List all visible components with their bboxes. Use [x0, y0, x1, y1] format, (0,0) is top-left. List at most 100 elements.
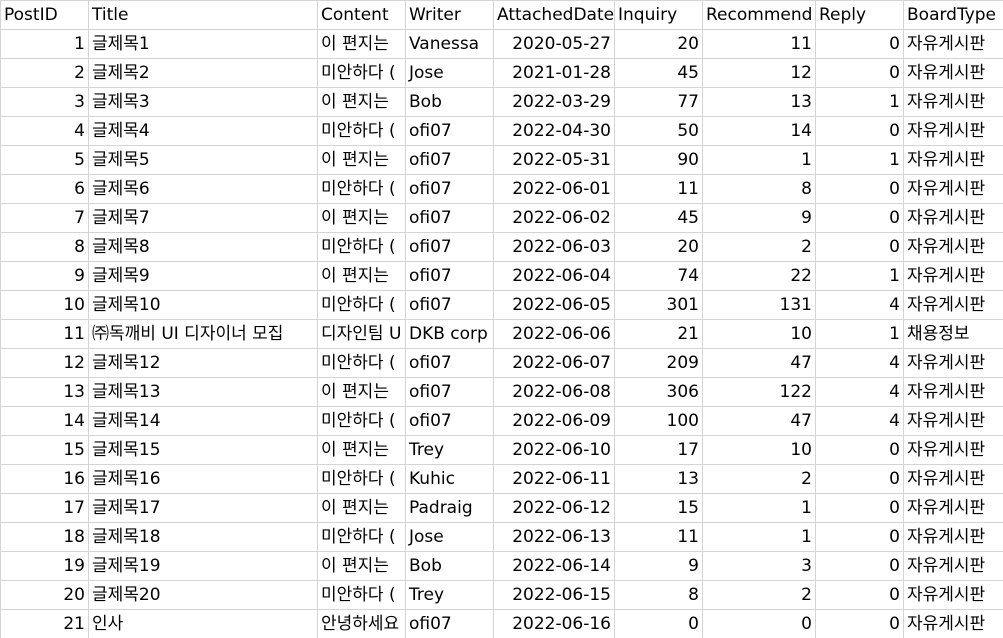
- cell-writer[interactable]: Bob: [405, 551, 494, 581]
- cell-attached-date[interactable]: 2022-06-09: [493, 406, 615, 436]
- cell-content[interactable]: 이 편지는: [317, 435, 406, 465]
- cell-title[interactable]: ㈜독깨비 UI 디자이너 모집: [88, 319, 318, 349]
- cell-reply[interactable]: 0: [815, 464, 904, 494]
- cell-reply[interactable]: 4: [815, 348, 904, 378]
- cell-postid[interactable]: 21: [0, 609, 89, 638]
- cell-attached-date[interactable]: 2022-06-13: [493, 522, 615, 552]
- cell-recommend[interactable]: 122: [702, 377, 816, 407]
- cell-content[interactable]: 이 편지는: [317, 145, 406, 175]
- cell-reply[interactable]: 0: [815, 29, 904, 59]
- cell-inquiry[interactable]: 21: [614, 319, 703, 349]
- cell-writer[interactable]: Vanessa: [405, 29, 494, 59]
- cell-recommend[interactable]: 13: [702, 87, 816, 117]
- cell-recommend[interactable]: 47: [702, 406, 816, 436]
- cell-recommend[interactable]: 14: [702, 116, 816, 146]
- cell-content[interactable]: 이 편지는: [317, 261, 406, 291]
- cell-writer[interactable]: ofi07: [405, 174, 494, 204]
- column-header-writer[interactable]: Writer: [405, 0, 494, 30]
- cell-board-type[interactable]: 자유게시판: [903, 261, 1003, 291]
- cell-attached-date[interactable]: 2022-06-08: [493, 377, 615, 407]
- cell-board-type[interactable]: 자유게시판: [903, 87, 1003, 117]
- cell-attached-date[interactable]: 2022-04-30: [493, 116, 615, 146]
- cell-reply[interactable]: 0: [815, 435, 904, 465]
- cell-writer[interactable]: Jose: [405, 58, 494, 88]
- cell-title[interactable]: 글제목2: [88, 58, 318, 88]
- column-header-inquiry[interactable]: Inquiry: [614, 0, 703, 30]
- cell-postid[interactable]: 5: [0, 145, 89, 175]
- cell-inquiry[interactable]: 9: [614, 551, 703, 581]
- cell-reply[interactable]: 0: [815, 609, 904, 638]
- cell-writer[interactable]: ofi07: [405, 145, 494, 175]
- cell-recommend[interactable]: 2: [702, 580, 816, 610]
- cell-writer[interactable]: ofi07: [405, 609, 494, 638]
- cell-recommend[interactable]: 9: [702, 203, 816, 233]
- cell-reply[interactable]: 0: [815, 551, 904, 581]
- cell-postid[interactable]: 4: [0, 116, 89, 146]
- cell-content[interactable]: 이 편지는: [317, 87, 406, 117]
- column-header-title[interactable]: Title: [88, 0, 318, 30]
- column-header-board-type[interactable]: BoardType: [903, 0, 1003, 30]
- cell-reply[interactable]: 4: [815, 377, 904, 407]
- column-header-postid[interactable]: PostID: [0, 0, 89, 30]
- cell-recommend[interactable]: 1: [702, 493, 816, 523]
- cell-recommend[interactable]: 2: [702, 232, 816, 262]
- cell-reply[interactable]: 0: [815, 116, 904, 146]
- cell-content[interactable]: 이 편지는: [317, 29, 406, 59]
- cell-content[interactable]: 미안하다 (: [317, 232, 406, 262]
- cell-writer[interactable]: ofi07: [405, 377, 494, 407]
- cell-writer[interactable]: ofi07: [405, 232, 494, 262]
- cell-recommend[interactable]: 12: [702, 58, 816, 88]
- cell-writer[interactable]: Trey: [405, 580, 494, 610]
- cell-board-type[interactable]: 자유게시판: [903, 232, 1003, 262]
- cell-recommend[interactable]: 10: [702, 319, 816, 349]
- cell-board-type[interactable]: 자유게시판: [903, 203, 1003, 233]
- cell-title[interactable]: 글제목10: [88, 290, 318, 320]
- cell-attached-date[interactable]: 2020-05-27: [493, 29, 615, 59]
- cell-writer[interactable]: ofi07: [405, 116, 494, 146]
- cell-attached-date[interactable]: 2022-06-03: [493, 232, 615, 262]
- cell-postid[interactable]: 2: [0, 58, 89, 88]
- cell-recommend[interactable]: 131: [702, 290, 816, 320]
- cell-inquiry[interactable]: 90: [614, 145, 703, 175]
- cell-content[interactable]: 미안하다 (: [317, 174, 406, 204]
- cell-postid[interactable]: 11: [0, 319, 89, 349]
- cell-board-type[interactable]: 자유게시판: [903, 580, 1003, 610]
- cell-attached-date[interactable]: 2022-06-07: [493, 348, 615, 378]
- cell-content[interactable]: 미안하다 (: [317, 348, 406, 378]
- cell-recommend[interactable]: 1: [702, 522, 816, 552]
- cell-title[interactable]: 글제목20: [88, 580, 318, 610]
- cell-writer[interactable]: Trey: [405, 435, 494, 465]
- cell-reply[interactable]: 1: [815, 87, 904, 117]
- cell-board-type[interactable]: 자유게시판: [903, 58, 1003, 88]
- cell-board-type[interactable]: 자유게시판: [903, 493, 1003, 523]
- cell-inquiry[interactable]: 306: [614, 377, 703, 407]
- cell-attached-date[interactable]: 2022-06-15: [493, 580, 615, 610]
- cell-content[interactable]: 이 편지는: [317, 551, 406, 581]
- cell-inquiry[interactable]: 77: [614, 87, 703, 117]
- cell-attached-date[interactable]: 2022-06-05: [493, 290, 615, 320]
- cell-board-type[interactable]: 자유게시판: [903, 145, 1003, 175]
- cell-recommend[interactable]: 11: [702, 29, 816, 59]
- cell-content[interactable]: 이 편지는: [317, 493, 406, 523]
- cell-recommend[interactable]: 1: [702, 145, 816, 175]
- cell-board-type[interactable]: 자유게시판: [903, 551, 1003, 581]
- cell-title[interactable]: 글제목18: [88, 522, 318, 552]
- cell-recommend[interactable]: 0: [702, 609, 816, 638]
- cell-writer[interactable]: ofi07: [405, 348, 494, 378]
- cell-board-type[interactable]: 자유게시판: [903, 406, 1003, 436]
- cell-board-type[interactable]: 자유게시판: [903, 174, 1003, 204]
- cell-attached-date[interactable]: 2021-01-28: [493, 58, 615, 88]
- cell-title[interactable]: 글제목8: [88, 232, 318, 262]
- cell-writer[interactable]: ofi07: [405, 203, 494, 233]
- cell-inquiry[interactable]: 209: [614, 348, 703, 378]
- cell-attached-date[interactable]: 2022-06-06: [493, 319, 615, 349]
- cell-title[interactable]: 글제목16: [88, 464, 318, 494]
- cell-title[interactable]: 글제목7: [88, 203, 318, 233]
- cell-reply[interactable]: 0: [815, 232, 904, 262]
- cell-postid[interactable]: 3: [0, 87, 89, 117]
- cell-postid[interactable]: 16: [0, 464, 89, 494]
- cell-inquiry[interactable]: 50: [614, 116, 703, 146]
- cell-board-type[interactable]: 자유게시판: [903, 609, 1003, 638]
- cell-inquiry[interactable]: 45: [614, 203, 703, 233]
- cell-reply[interactable]: 4: [815, 406, 904, 436]
